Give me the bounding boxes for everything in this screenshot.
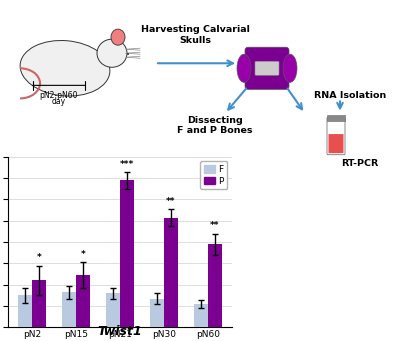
Bar — [164, 218, 178, 327]
FancyBboxPatch shape — [328, 134, 344, 153]
Text: RT-PCR: RT-PCR — [341, 159, 379, 168]
Bar — [76, 275, 90, 327]
Ellipse shape — [111, 29, 125, 45]
Text: day: day — [52, 98, 66, 106]
Legend: F, P: F, P — [200, 161, 228, 189]
Text: •: • — [126, 52, 130, 58]
Text: *: * — [81, 250, 86, 259]
FancyBboxPatch shape — [255, 61, 279, 75]
Bar — [120, 180, 134, 327]
Text: RNA Isolation: RNA Isolation — [314, 91, 386, 100]
Text: Harvesting Calvarial
Skulls: Harvesting Calvarial Skulls — [140, 26, 250, 45]
Bar — [150, 299, 164, 327]
Bar — [327, 116, 345, 120]
Text: Twist1: Twist1 — [98, 325, 142, 338]
FancyBboxPatch shape — [327, 118, 345, 154]
Ellipse shape — [237, 54, 251, 82]
Text: **: ** — [166, 197, 176, 206]
Bar — [18, 295, 32, 327]
Text: Dissecting
F and P Bones: Dissecting F and P Bones — [177, 116, 253, 135]
Text: *: * — [37, 253, 42, 262]
Bar — [208, 244, 222, 327]
Bar — [106, 293, 120, 327]
Text: **: ** — [210, 221, 220, 231]
Ellipse shape — [97, 39, 127, 67]
Bar — [194, 304, 208, 327]
Text: ***: *** — [120, 160, 134, 168]
Ellipse shape — [283, 54, 297, 82]
Text: pN2-pN60: pN2-pN60 — [40, 91, 78, 100]
FancyBboxPatch shape — [245, 47, 289, 89]
Bar — [32, 280, 46, 327]
Bar — [62, 292, 76, 327]
Ellipse shape — [20, 41, 110, 96]
